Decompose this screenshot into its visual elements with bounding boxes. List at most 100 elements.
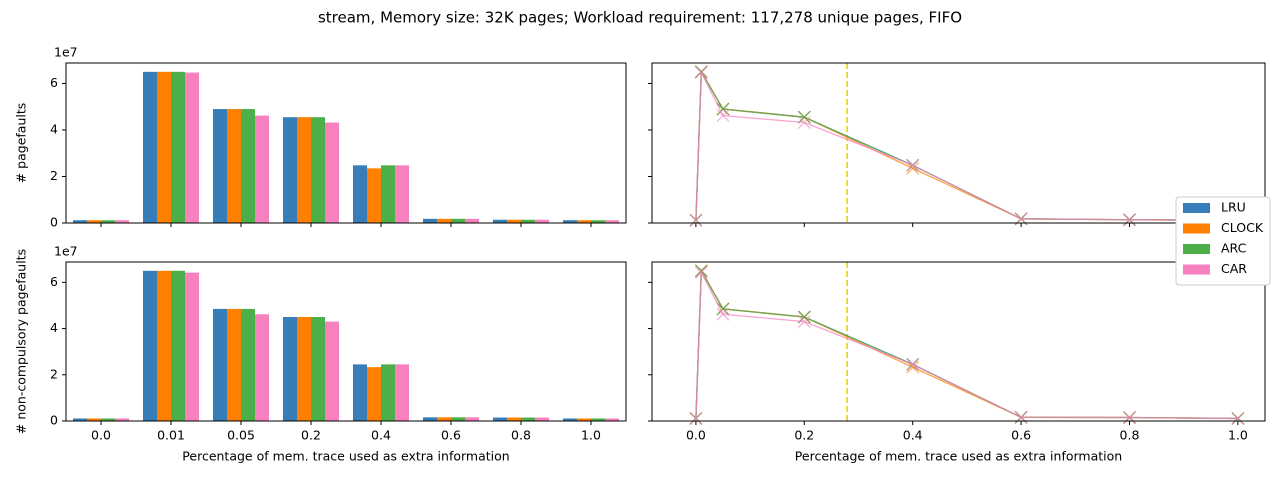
bar [213,308,227,421]
bar [101,418,115,421]
axes-frame [65,62,627,224]
bar [73,220,87,223]
bar [437,417,451,421]
marker [797,116,811,129]
bar [381,165,395,223]
marker [906,357,920,371]
bar [157,270,171,421]
bar [283,317,297,421]
bar [577,220,591,223]
x-tick-label: 0.2 [301,428,321,443]
bar [185,72,199,223]
bar [423,417,437,421]
bar [101,220,115,223]
x-tick-label: 0.05 [227,428,255,443]
bar [325,321,339,421]
legend-swatch [1183,264,1210,275]
legend-swatch [1183,223,1210,234]
x-tick-label: 1.0 [581,428,601,443]
y-tick-label: 4 [50,320,58,335]
x-tick-label: 0.0 [686,428,706,443]
x-tick-label: 1.0 [1228,428,1248,443]
bar [241,308,255,421]
legend-swatch [1183,203,1210,213]
bar [171,270,185,421]
line [695,72,1238,221]
x-tick-label: 0.4 [371,428,391,443]
legend-label: LRU [1221,200,1246,215]
x-tick-label: 0.6 [1011,428,1031,443]
bar [73,418,87,421]
x-tick-label: 0.8 [1120,428,1140,443]
legend-frame [1175,196,1271,286]
marker [716,302,730,316]
bar [563,220,577,223]
y-tick-label: 0 [50,215,58,230]
bar [367,168,381,223]
y-offset-label: 1e7 [54,45,78,60]
bar [311,317,325,421]
bar [521,417,535,421]
bar [395,165,409,223]
x-tick-label: 0.6 [441,428,461,443]
bar [591,418,605,421]
bar [115,220,129,223]
y-axis-label: # pagefaults [14,103,29,184]
bar [521,219,535,223]
legend-label: ARC [1221,241,1247,256]
marker [694,264,708,278]
bar [185,272,199,421]
axes-frame [651,261,1266,422]
axes-frame [651,62,1266,224]
bar [381,364,395,421]
x-tick-label: 0.01 [157,428,185,443]
marker [694,66,708,79]
bar [367,367,381,421]
bar [297,317,311,421]
bar [353,364,367,421]
bar [605,220,619,223]
marker [716,307,730,321]
bar [297,117,311,223]
y-tick-label: 2 [50,168,58,183]
y-tick-label: 6 [50,75,58,90]
bar [563,418,577,421]
y-tick-label: 2 [50,366,58,381]
y-tick-label: 0 [50,413,58,428]
bar [325,122,339,223]
line [695,268,1238,420]
bar [465,218,479,223]
y-offset-label: 1e7 [54,244,78,259]
bar [227,308,241,421]
bar [451,417,465,421]
legend-label: CAR [1221,261,1247,276]
bar [157,71,171,223]
bar [507,417,521,421]
bar [535,219,549,223]
bar [213,109,227,223]
bar [87,418,101,421]
bar [255,314,269,421]
marker [797,110,811,124]
line [695,270,1238,420]
x-axis-label: Percentage of mem. trace used as extra i… [182,449,509,464]
bar [437,218,451,223]
y-tick-label: 4 [50,121,58,136]
bar [311,117,325,223]
line [695,268,1238,420]
bar [143,270,157,421]
bar [353,165,367,223]
x-tick-label: 0.8 [511,428,531,443]
legend-label: CLOCK [1221,220,1264,235]
y-tick-label: 6 [50,274,58,289]
line [695,268,1238,420]
bar [395,364,409,421]
bar [535,417,549,421]
bar [591,220,605,223]
marker [689,213,703,227]
bar [493,219,507,223]
bar [171,71,185,223]
bar [241,109,255,223]
x-tick-label: 0.0 [91,428,111,443]
